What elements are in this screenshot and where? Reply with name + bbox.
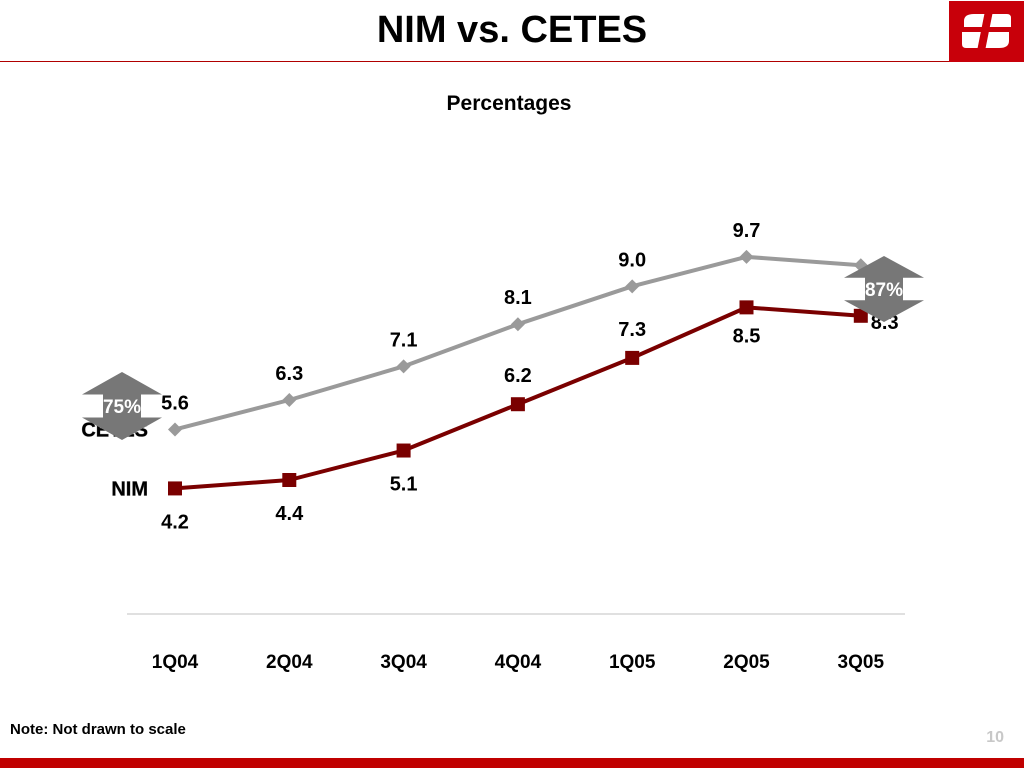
footer-bar xyxy=(0,758,1024,768)
nim-data-label: 5.1 xyxy=(390,474,418,496)
footnote: Note: Not drawn to scale xyxy=(10,721,186,738)
chart-subtitle: Percentages xyxy=(447,92,572,115)
x-tick-label: 4Q04 xyxy=(495,652,542,673)
cetes-data-point xyxy=(168,422,182,437)
cetes-data-label: 6.3 xyxy=(275,363,303,385)
spread-arrow-icon xyxy=(82,372,162,440)
nim-data-point xyxy=(625,350,640,365)
cetes-data-label: 5.6 xyxy=(161,392,189,414)
nim-series-name: NIM xyxy=(111,478,148,500)
cetes-data-label: 9.0 xyxy=(618,249,646,271)
x-tick-label: 3Q05 xyxy=(838,652,885,673)
x-tick-label: 2Q04 xyxy=(266,652,313,673)
page-number: 10 xyxy=(986,729,1004,746)
nim-data-point xyxy=(168,481,182,496)
cetes-data-point xyxy=(739,249,754,264)
cetes-data-point xyxy=(282,393,297,407)
spread-arrow-icon xyxy=(844,256,924,322)
bank-logo-icon xyxy=(949,1,1024,62)
nim-data-point xyxy=(739,300,754,315)
nim-data-point xyxy=(396,443,411,458)
nim-data-point xyxy=(510,397,525,412)
cetes-data-point xyxy=(625,279,640,294)
x-tick-label: 1Q04 xyxy=(152,652,199,673)
cetes-data-label: 7.1 xyxy=(390,329,418,351)
cetes-data-point xyxy=(510,317,525,332)
nim-data-label: 8.5 xyxy=(733,325,761,347)
nim-data-label: 4.2 xyxy=(161,511,189,533)
page-title: NIM vs. CETES xyxy=(376,9,648,51)
nim-data-point xyxy=(853,308,868,323)
x-tick-label: 1Q05 xyxy=(609,652,656,673)
title-divider xyxy=(0,61,1024,62)
nim-data-label: 4.4 xyxy=(275,503,304,525)
cetes-data-label: 8.1 xyxy=(504,287,532,309)
spread-percentage: 87% xyxy=(865,280,903,301)
x-tick-label: 3Q04 xyxy=(380,652,427,673)
cetes-data-point xyxy=(396,359,411,374)
cetes-data-label: 9.7 xyxy=(733,220,761,242)
x-tick-label: 2Q05 xyxy=(723,652,770,673)
spread-percentage: 75% xyxy=(103,397,141,418)
nim-data-label: 6.2 xyxy=(504,365,532,387)
nim-data-point xyxy=(282,473,297,487)
nim-data-label: 7.3 xyxy=(618,319,646,341)
